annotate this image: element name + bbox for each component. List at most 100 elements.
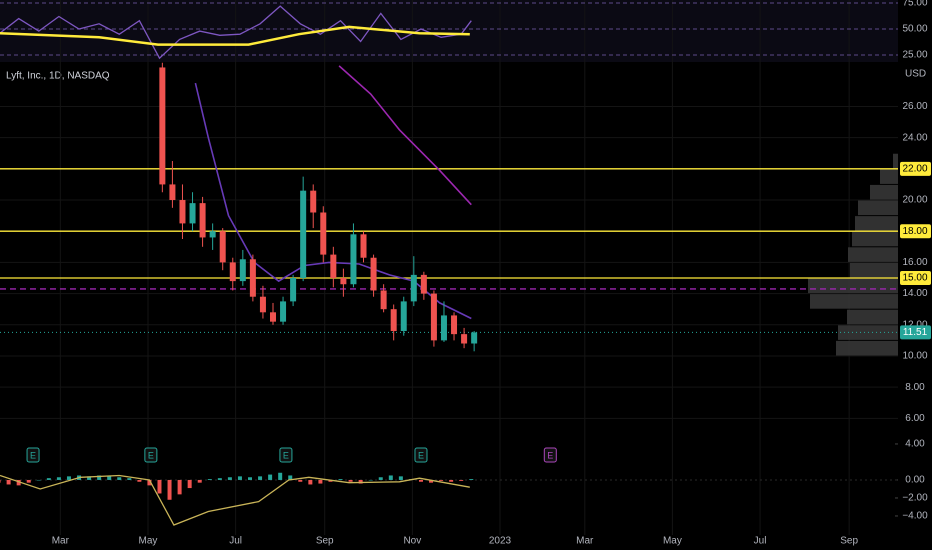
candle-body bbox=[189, 203, 196, 224]
y-tick-label: 20.00 bbox=[902, 195, 927, 206]
macd-histogram-bar bbox=[36, 479, 41, 481]
candle-body bbox=[229, 262, 236, 282]
macd-histogram-bar bbox=[157, 479, 162, 494]
macd-histogram-bar bbox=[0, 479, 1, 483]
last-price-tag bbox=[900, 325, 931, 340]
candle-body bbox=[360, 234, 367, 258]
macd-tick-label: −2.00 bbox=[902, 493, 928, 504]
volume-profile-bar bbox=[870, 184, 898, 200]
volume-profile-bar bbox=[848, 247, 898, 262]
macd-histogram-bar bbox=[137, 479, 142, 482]
x-tick-label: May bbox=[139, 536, 158, 547]
y-tick-label: 12.00 bbox=[902, 319, 927, 330]
macd-histogram-bar bbox=[469, 479, 474, 480]
macd-histogram-bar bbox=[298, 479, 303, 482]
moving-average bbox=[338, 65, 472, 206]
rsi-ma-line bbox=[0, 25, 470, 46]
macd-histogram-bar bbox=[16, 479, 21, 486]
macd-histogram-bar bbox=[268, 474, 273, 480]
volume-profile-bar bbox=[850, 262, 898, 278]
candle-body bbox=[300, 190, 307, 278]
x-tick-label: Nov bbox=[403, 536, 421, 547]
x-tick-label: Sep bbox=[840, 536, 858, 547]
volume-profile-bar bbox=[810, 294, 898, 309]
macd-histogram-bar bbox=[449, 479, 454, 482]
candle-body bbox=[179, 200, 186, 224]
macd-histogram-bar bbox=[177, 479, 182, 495]
macd-histogram-bar bbox=[368, 479, 373, 481]
candle-body bbox=[219, 231, 226, 263]
x-tick-label: Jul bbox=[754, 536, 767, 547]
macd-histogram-bar bbox=[308, 479, 313, 485]
y-tick-label: 14.00 bbox=[902, 288, 927, 299]
rsi-line bbox=[0, 5, 472, 60]
macd-histogram-bar bbox=[278, 472, 283, 480]
macd-histogram-bar bbox=[97, 475, 102, 480]
rsi-panel bbox=[0, 0, 898, 62]
macd-histogram-bar bbox=[127, 478, 132, 480]
earnings-marker bbox=[26, 447, 40, 463]
macd-histogram-bar bbox=[318, 479, 323, 484]
candle-body bbox=[340, 277, 347, 285]
macd-histogram-bar bbox=[26, 479, 31, 483]
earnings-label: E bbox=[547, 450, 553, 460]
candle-body bbox=[159, 67, 166, 185]
macd-histogram-bar bbox=[418, 479, 423, 482]
price-level-label: 22.00 bbox=[902, 163, 927, 174]
macd-histogram-bar bbox=[217, 478, 222, 480]
macd-histogram-bar bbox=[56, 477, 61, 480]
volume-profile-bar bbox=[893, 153, 898, 169]
macd-histogram-bar bbox=[388, 475, 393, 480]
x-tick-label: May bbox=[663, 536, 682, 547]
chart-title: Lyft, Inc., 1D, NASDAQ bbox=[6, 71, 110, 82]
macd-histogram-bar bbox=[227, 477, 232, 480]
rsi-tick-label: 25.00 bbox=[902, 50, 927, 61]
earnings-marker bbox=[543, 447, 557, 463]
candle-body bbox=[451, 315, 458, 335]
candle-body bbox=[350, 234, 357, 285]
macd-histogram-bar bbox=[328, 479, 333, 482]
earnings-label: E bbox=[283, 450, 289, 460]
macd-line bbox=[0, 474, 470, 526]
macd-histogram-bar bbox=[258, 476, 263, 480]
macd-histogram-bar bbox=[288, 475, 293, 480]
macd-histogram-bar bbox=[107, 476, 112, 480]
macd-histogram-bar bbox=[147, 479, 152, 486]
macd-histogram-bar bbox=[439, 479, 444, 481]
candle-body bbox=[330, 254, 337, 278]
moving-average bbox=[194, 82, 472, 320]
last-price-label: 11.51 bbox=[903, 327, 928, 338]
rsi-tick-label: 50.00 bbox=[902, 24, 927, 35]
macd-tick-label: 4.00 bbox=[905, 439, 925, 450]
y-tick-label: 10.00 bbox=[902, 351, 927, 362]
macd-histogram-bar bbox=[429, 479, 434, 483]
macd-histogram-bar bbox=[237, 476, 242, 480]
rsi-tick-label: 75.00 bbox=[902, 0, 927, 9]
macd-histogram-bar bbox=[197, 479, 202, 483]
macd-histogram-bar bbox=[338, 479, 343, 480]
candle-body bbox=[249, 259, 256, 297]
volume-profile-bar bbox=[855, 216, 898, 231]
macd-histogram-bar bbox=[167, 479, 172, 500]
candle-body bbox=[430, 293, 437, 341]
candle-body bbox=[410, 274, 417, 302]
earnings-label: E bbox=[148, 450, 154, 460]
candle-body bbox=[209, 231, 216, 238]
candle-body bbox=[239, 259, 246, 282]
earnings-marker bbox=[279, 447, 293, 463]
candle-body bbox=[290, 277, 297, 302]
macd-tick-label: −4.00 bbox=[902, 511, 928, 522]
macd-histogram-bar bbox=[46, 478, 51, 480]
price-level-label: 15.00 bbox=[902, 273, 927, 284]
earnings-marker bbox=[144, 447, 158, 463]
candle-body bbox=[310, 190, 317, 213]
y-tick-label: 16.00 bbox=[902, 257, 927, 268]
macd-histogram-bar bbox=[459, 479, 464, 481]
volume-profile-bar bbox=[847, 309, 898, 325]
earnings-label: E bbox=[30, 450, 36, 460]
candle-body bbox=[169, 184, 176, 201]
price-level-tag bbox=[900, 270, 931, 285]
earnings-label: E bbox=[418, 450, 424, 460]
macd-histogram-bar bbox=[87, 476, 92, 480]
